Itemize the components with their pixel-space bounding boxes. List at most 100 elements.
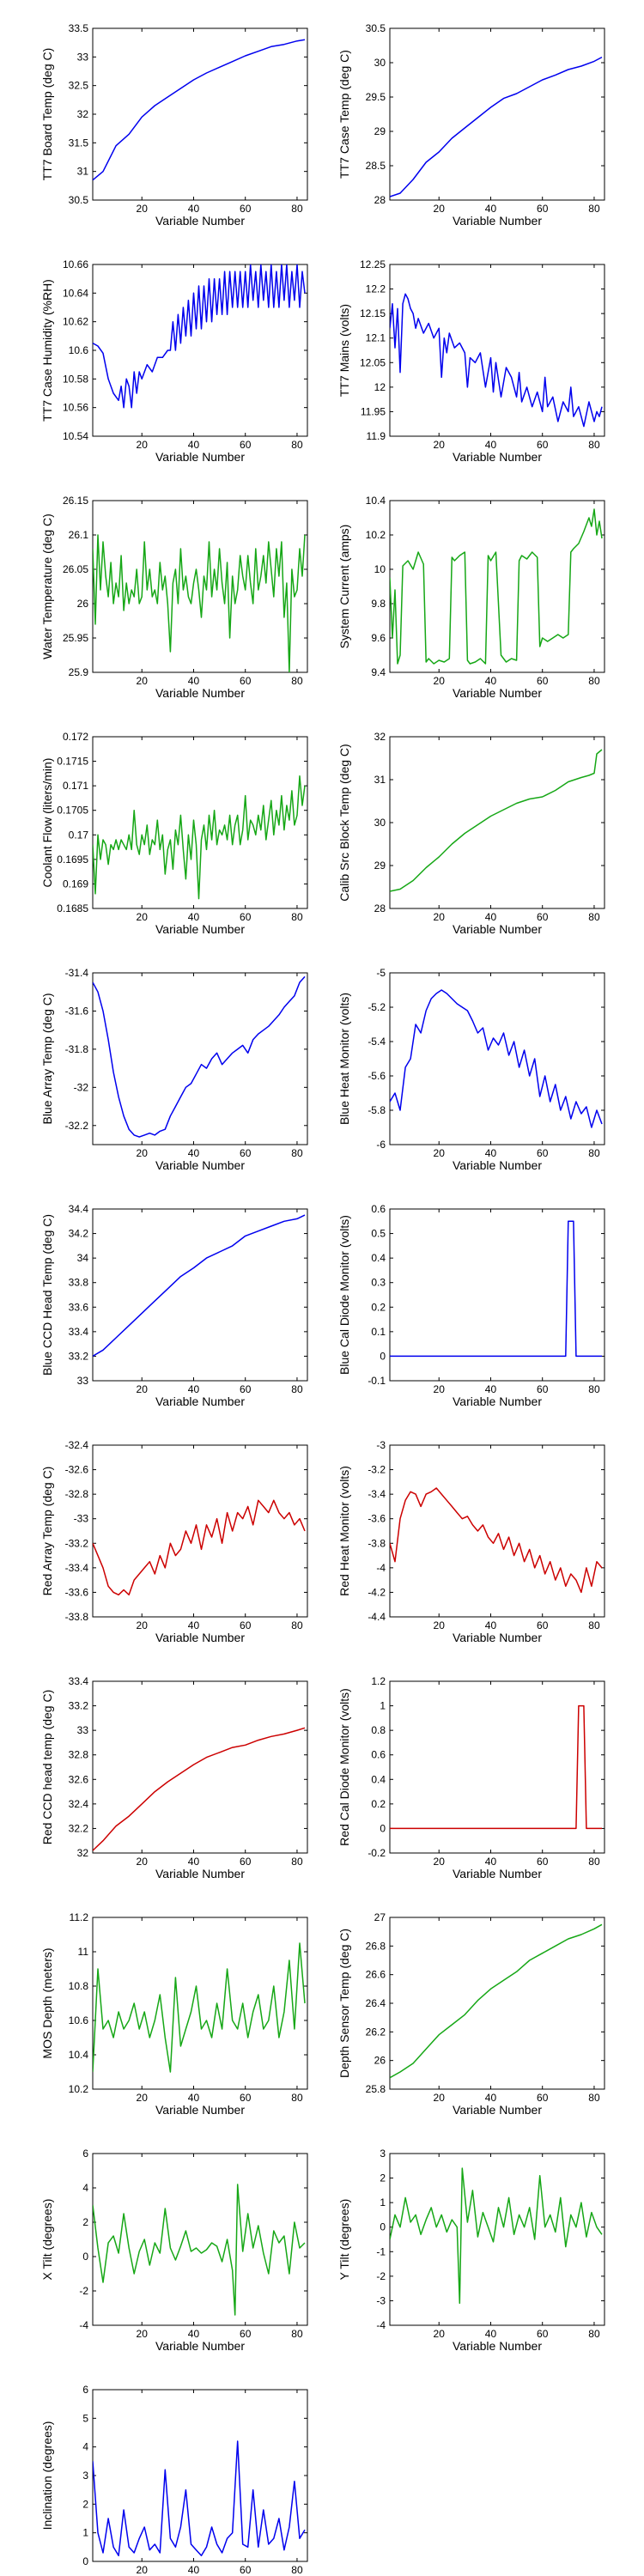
y-tick-label: 12.05 bbox=[360, 356, 386, 368]
series-line bbox=[93, 2440, 306, 2557]
y-tick-label: 0.6 bbox=[371, 1749, 386, 1761]
y-axis-label: Red Array Temp (deg C) bbox=[40, 1467, 54, 1596]
x-tick-label: 40 bbox=[188, 911, 200, 923]
x-tick-label: 60 bbox=[537, 1619, 549, 1631]
y-tick-label: 32.2 bbox=[69, 1822, 89, 1834]
x-tick-label: 40 bbox=[188, 1147, 200, 1159]
x-tick-label: 60 bbox=[537, 911, 549, 923]
chart-11: 20 40 60 80 33 33.2 33.4 33.6 33.8 34 34.2 34.4 Vari… bbox=[40, 1203, 308, 1408]
y-tick-label: -31.8 bbox=[65, 1043, 89, 1055]
y-tick-label: -2 bbox=[376, 2270, 386, 2282]
y-tick-label: 31.5 bbox=[69, 137, 89, 149]
y-tick-label: 26 bbox=[374, 2055, 386, 2067]
y-tick-label: 33.8 bbox=[69, 1277, 89, 1289]
y-tick-label: 28 bbox=[374, 194, 386, 206]
y-tick-label: 33.2 bbox=[69, 1700, 89, 1712]
y-tick-label: 0.1705 bbox=[57, 805, 88, 817]
y-tick-label: 32.6 bbox=[69, 1773, 89, 1785]
x-tick-label: 80 bbox=[588, 203, 600, 215]
plot-frame bbox=[389, 27, 605, 201]
y-tick-label: 33 bbox=[77, 1375, 89, 1387]
x-tick-label: 20 bbox=[434, 2328, 446, 2340]
y-tick-label: 29.5 bbox=[366, 91, 386, 103]
y-tick-label: 26.1 bbox=[69, 529, 89, 541]
y-tick-label: 0.8 bbox=[371, 1724, 386, 1736]
y-tick-label: 32.4 bbox=[69, 1798, 89, 1810]
y-axis-label: Red Cal Diode Monitor (volts) bbox=[337, 1688, 351, 1846]
y-tick-label: -2 bbox=[79, 2285, 88, 2297]
y-tick-label: -3 bbox=[376, 1439, 386, 1451]
y-tick-label: -6 bbox=[376, 1139, 386, 1151]
y-tick-label: 30 bbox=[374, 817, 386, 829]
x-tick-label: 60 bbox=[537, 203, 549, 215]
chart-10: 20 40 60 80 -6 -5.8 -5.6 -5.4 -5.2 -5 Variable Num… bbox=[337, 967, 605, 1172]
y-tick-label: -32.8 bbox=[65, 1488, 89, 1500]
x-tick-label: 20 bbox=[137, 2092, 149, 2104]
y-tick-label: -4.4 bbox=[368, 1611, 386, 1623]
x-axis-label: Variable Number bbox=[453, 1394, 542, 1408]
x-tick-label: 60 bbox=[240, 203, 252, 215]
x-tick-label: 60 bbox=[240, 2092, 252, 2104]
y-tick-label: 0.1 bbox=[371, 1326, 386, 1338]
y-axis-label: X Tilt (degrees) bbox=[40, 2199, 54, 2281]
x-tick-label: 60 bbox=[240, 2564, 252, 2576]
y-tick-label: -0.1 bbox=[368, 1375, 386, 1387]
y-tick-label: 10.54 bbox=[63, 430, 88, 442]
plot-frame bbox=[92, 2389, 308, 2562]
y-axis-label: Red CCD head temp (deg C) bbox=[40, 1690, 54, 1845]
y-tick-label: -31.4 bbox=[65, 967, 89, 979]
y-tick-label: 26.6 bbox=[366, 1969, 386, 1981]
x-tick-label: 60 bbox=[537, 675, 549, 687]
y-tick-label: 2 bbox=[82, 2216, 88, 2228]
y-tick-label: -4 bbox=[376, 1562, 386, 1574]
series-line bbox=[390, 508, 603, 665]
y-tick-label: 12.25 bbox=[360, 258, 386, 270]
x-tick-label: 60 bbox=[240, 911, 252, 923]
y-tick-label: 0 bbox=[380, 1350, 386, 1362]
series-line bbox=[93, 775, 306, 900]
x-tick-label: 60 bbox=[240, 1383, 252, 1395]
y-tick-label: 0.3 bbox=[371, 1277, 386, 1289]
y-tick-label: 2 bbox=[380, 2172, 386, 2184]
plot-frame bbox=[389, 1917, 605, 2090]
plot-frame bbox=[92, 1208, 308, 1382]
x-tick-label: 40 bbox=[485, 1856, 497, 1868]
series-line bbox=[93, 1499, 306, 1596]
x-tick-label: 80 bbox=[291, 203, 303, 215]
series-line bbox=[93, 39, 306, 181]
series-line bbox=[93, 1727, 306, 1851]
x-tick-label: 40 bbox=[188, 675, 200, 687]
y-axis-label: Blue Cal Diode Monitor (volts) bbox=[337, 1215, 351, 1375]
y-tick-label: 0.2 bbox=[371, 1798, 386, 1810]
chart-15: 20 40 60 80 32 32.2 32.4 32.6 32.8 33 33.2 33.4 Vari… bbox=[40, 1675, 308, 1880]
chart-6: 20 40 60 80 9.4 9.6 9.8 10 10.2 10.4 Variable Numb… bbox=[337, 495, 605, 700]
x-axis-label: Variable Number bbox=[155, 1631, 245, 1644]
y-tick-label: 10.6 bbox=[69, 344, 89, 356]
y-tick-label: 9.8 bbox=[371, 598, 386, 610]
y-tick-label: 0.171 bbox=[63, 780, 88, 792]
y-tick-label: -33 bbox=[74, 1513, 89, 1525]
y-tick-label: 10.62 bbox=[63, 316, 88, 328]
series-line bbox=[390, 1487, 603, 1594]
y-tick-label: 10.4 bbox=[69, 2049, 89, 2061]
x-tick-label: 20 bbox=[137, 675, 149, 687]
plot-frame bbox=[389, 2153, 605, 2326]
y-tick-label: 11.95 bbox=[361, 405, 386, 417]
chart-12: 20 40 60 80 -0.1 0 0.1 0.2 0.3 0.4 0.5 0.6 Variable … bbox=[337, 1203, 605, 1408]
x-tick-label: 80 bbox=[291, 911, 303, 923]
y-tick-label: 0 bbox=[380, 1822, 386, 1834]
y-tick-label: -32.4 bbox=[65, 1439, 89, 1451]
y-tick-label: 25.95 bbox=[63, 632, 88, 644]
x-tick-label: 40 bbox=[485, 203, 497, 215]
x-tick-label: 20 bbox=[434, 439, 446, 451]
x-tick-label: 80 bbox=[291, 1147, 303, 1159]
y-axis-label: Inclination (degrees) bbox=[40, 2421, 54, 2530]
series-line bbox=[93, 1942, 306, 2073]
y-tick-label: 11 bbox=[78, 1946, 89, 1958]
x-tick-label: 60 bbox=[537, 1147, 549, 1159]
chart-2: 20 40 60 80 28 28.5 29 29.5 30 30.5 Variable Numbe… bbox=[337, 22, 605, 228]
y-axis-label: Blue Heat Monitor (volts) bbox=[337, 993, 351, 1125]
y-tick-label: 3 bbox=[82, 2470, 88, 2482]
y-tick-label: 10.2 bbox=[69, 2083, 89, 2095]
y-tick-label: -4 bbox=[376, 2319, 386, 2331]
